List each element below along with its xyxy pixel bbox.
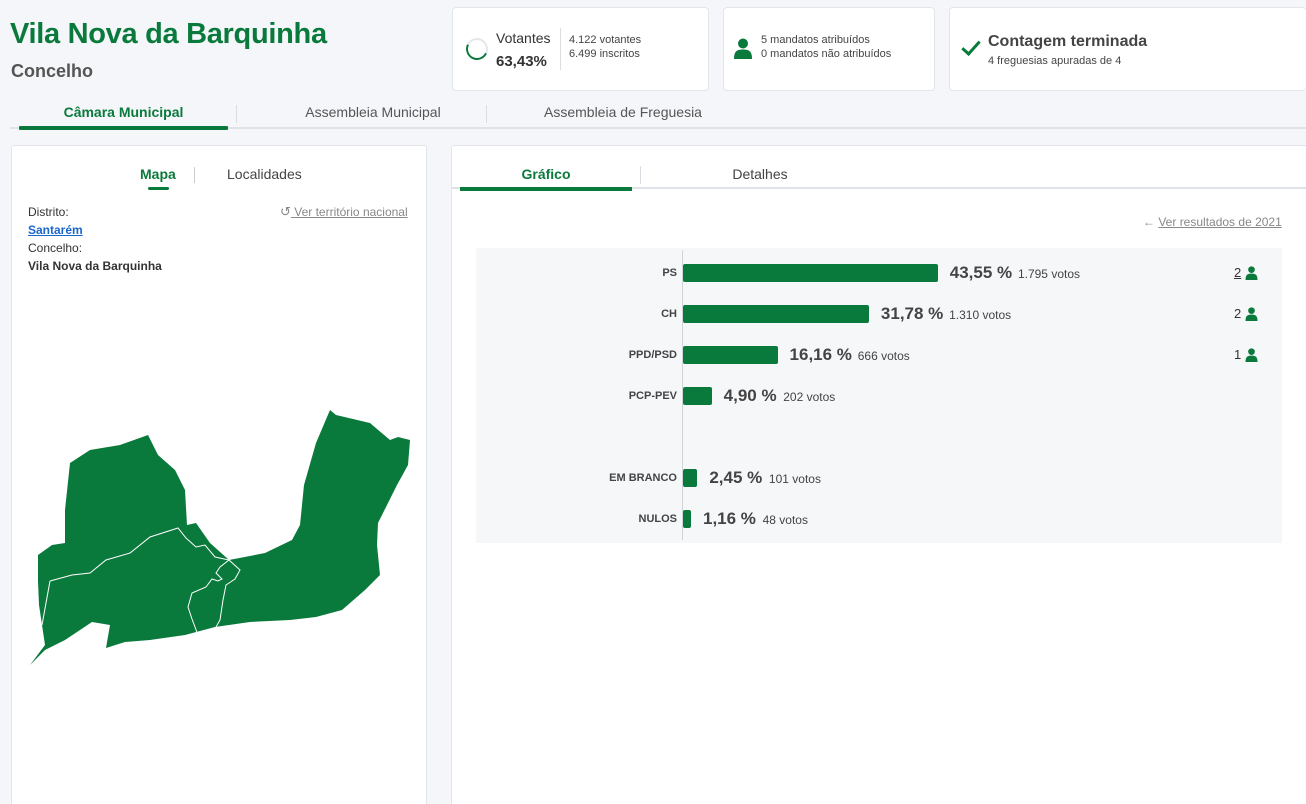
seats-count[interactable]: 2: [1234, 265, 1242, 280]
mandates-assigned: 5 mandatos atribuídos: [761, 34, 870, 46]
party-label: EM BRANCO: [609, 472, 677, 484]
percent-label: 4,90 %: [723, 386, 777, 405]
person-icon: [734, 38, 752, 59]
parish-shapes[interactable]: [30, 410, 410, 665]
votes-label: 666 votos: [857, 349, 910, 363]
turnout-progress-ring-icon: [462, 34, 492, 64]
mandates-card: 5 mandatos atribuídos 0 mandatos não atr…: [723, 7, 935, 91]
county-label: Concelho:: [28, 241, 83, 255]
tab-assembleia-freguesia[interactable]: Assembleia de Freguesia: [544, 104, 702, 120]
check-icon: [961, 35, 981, 57]
district-link[interactable]: Santarém: [28, 223, 83, 237]
party-label: CH: [661, 308, 677, 320]
result-bar[interactable]: [683, 387, 712, 405]
tab-separator: [236, 105, 237, 123]
voters-label: Votantes: [496, 30, 551, 46]
result-bar[interactable]: [683, 469, 698, 487]
main-tabs-baseline: [10, 127, 1306, 129]
tab-localidades[interactable]: Localidades: [227, 166, 302, 182]
page-subtitle: Concelho: [11, 61, 94, 81]
map-territory[interactable]: [30, 410, 410, 665]
voters-card: Votantes 63,43% 4.122 votantes 6.499 ins…: [452, 7, 709, 91]
parish-borders: [41, 527, 241, 636]
chart-area: [476, 248, 1282, 543]
percent-label: 16,16 %: [789, 345, 852, 364]
party-label: PCP-PEV: [628, 390, 677, 402]
person-icon: [1245, 307, 1258, 321]
left-tab-indicator: [148, 187, 169, 190]
page-title: Vila Nova da Barquinha: [10, 18, 327, 50]
tab-detalhes[interactable]: Detalhes: [732, 166, 788, 182]
votes-label: 48 votos: [762, 513, 808, 527]
county-value: Vila Nova da Barquinha: [28, 259, 162, 273]
percent-label: 43,55 %: [949, 263, 1013, 282]
right-tab-indicator: [460, 187, 632, 191]
count-status-subtitle: 4 freguesias apuradas de 4: [988, 55, 1122, 67]
tab-separator: [194, 167, 195, 183]
tab-mapa[interactable]: Mapa: [140, 166, 176, 182]
seats-count: 2: [1234, 306, 1242, 321]
card-divider: [560, 28, 561, 70]
count-status-card: Contagem terminada 4 freguesias apuradas…: [949, 7, 1306, 91]
voters-count: 4.122 votantes: [569, 34, 642, 46]
result-bar[interactable]: [683, 264, 938, 282]
registered-count: 6.499 inscritos: [569, 48, 640, 60]
tab-separator: [486, 105, 487, 123]
result-bar[interactable]: [683, 305, 869, 323]
percent-label: 2,45 %: [709, 468, 763, 487]
previous-results-link-text: Ver resultados de 2021: [1158, 215, 1282, 229]
person-icon: [1245, 266, 1258, 280]
district-label: Distrito:: [28, 205, 69, 219]
right-tabs-baseline: [452, 187, 1306, 189]
voters-percent: 63,43%: [496, 53, 547, 70]
person-icon: [1245, 348, 1258, 362]
national-territory-link-text: Ver território nacional: [294, 205, 408, 219]
chart-axis: [682, 250, 683, 540]
votes-label: 1.310 votos: [949, 308, 1012, 322]
party-label: PPD/PSD: [628, 349, 677, 361]
undo-icon: ↺: [280, 204, 291, 219]
county-map[interactable]: [20, 395, 415, 670]
previous-results-link[interactable]: ← Ver resultados de 2021: [1143, 215, 1282, 229]
tab-camara-municipal[interactable]: Câmara Municipal: [63, 104, 184, 120]
seats-count: 1: [1234, 347, 1242, 362]
party-label: PS: [662, 267, 677, 279]
main-tab-indicator: [19, 126, 228, 130]
result-bar[interactable]: [683, 346, 778, 364]
percent-label: 31,78 %: [880, 304, 944, 323]
result-bar[interactable]: [683, 510, 691, 528]
national-territory-link[interactable]: ↺ Ver território nacional: [280, 204, 408, 220]
percent-label: 1,16 %: [703, 509, 756, 528]
tab-separator: [640, 166, 641, 184]
arrow-left-icon: ←: [1143, 215, 1155, 229]
party-label: NULOS: [638, 513, 678, 525]
tab-assembleia-municipal[interactable]: Assembleia Municipal: [305, 104, 441, 120]
mandates-unassigned: 0 mandatos não atribuídos: [761, 48, 892, 60]
votes-label: 1.795 votos: [1017, 267, 1080, 281]
tab-grafico[interactable]: Gráfico: [521, 166, 571, 182]
count-status-title: Contagem terminada: [988, 33, 1148, 50]
votes-label: 101 votos: [768, 472, 821, 486]
votes-label: 202 votos: [783, 390, 836, 404]
